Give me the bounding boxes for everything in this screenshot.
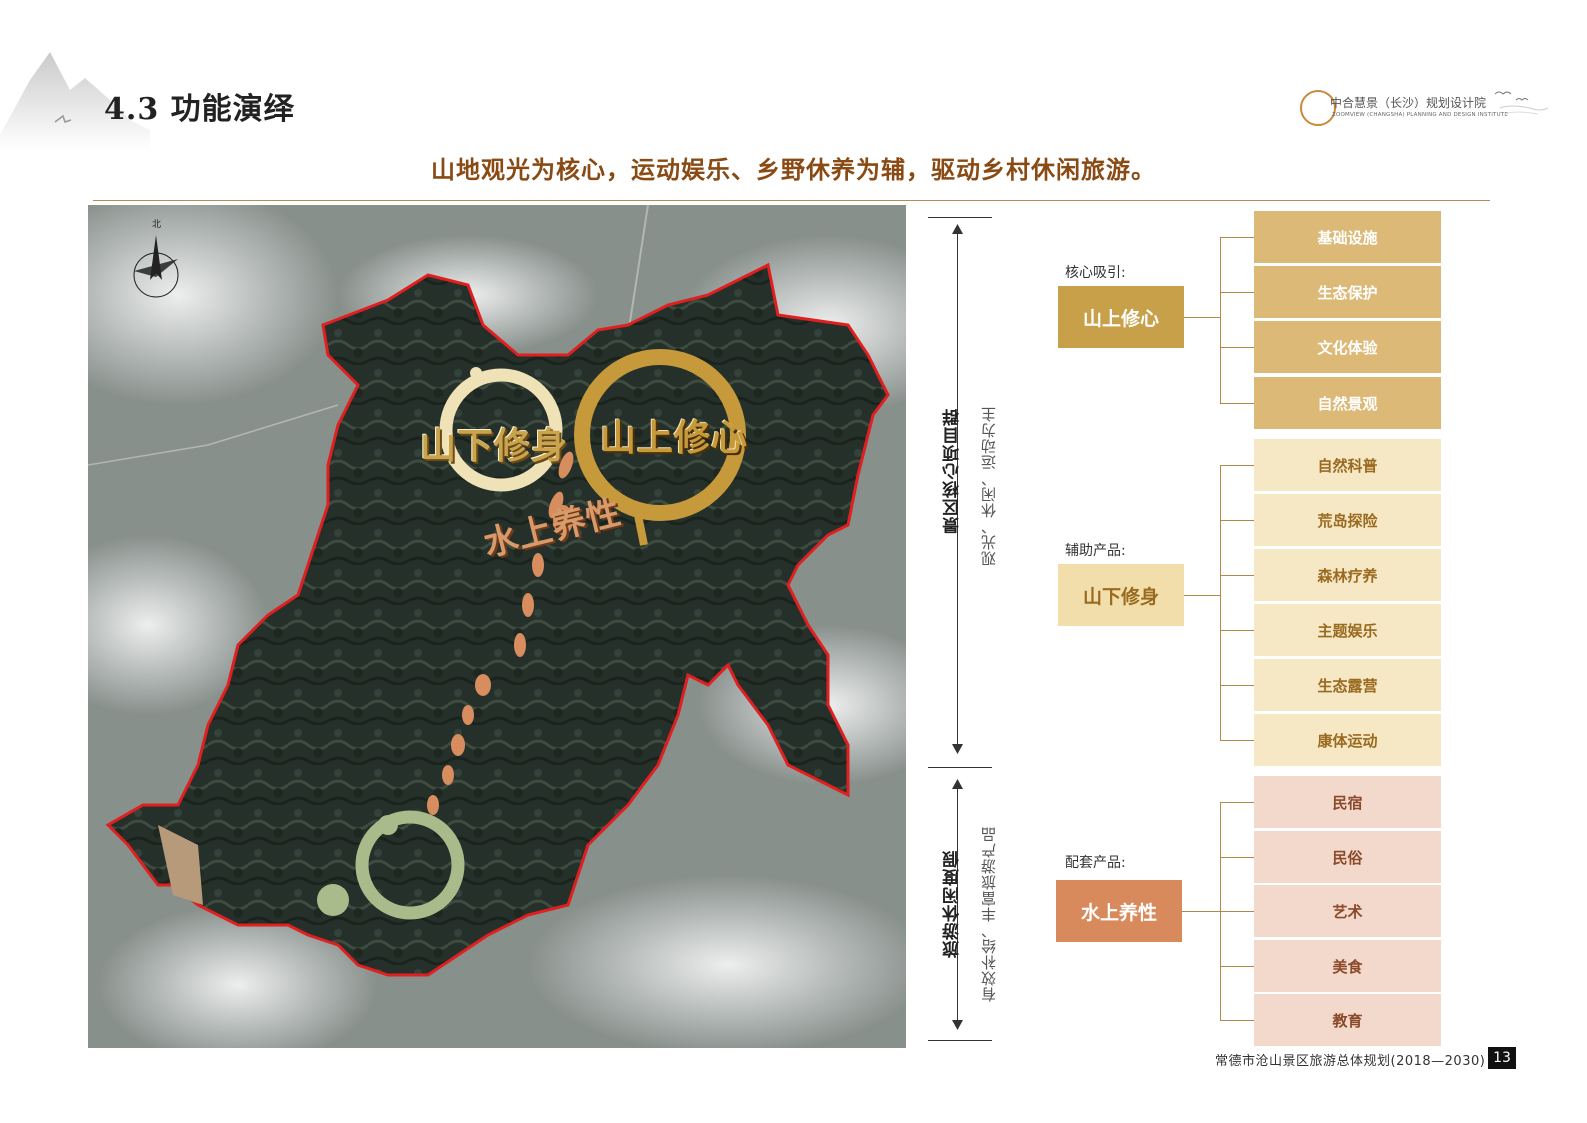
- arrow-down-icon: [952, 1020, 963, 1030]
- item-supporting: 艺术: [1254, 885, 1441, 937]
- scenic-area-boundary: [105, 262, 890, 977]
- category-box-aux: 山下修身: [1058, 564, 1184, 626]
- connector: [1220, 575, 1254, 576]
- satellite-map: 北: [88, 205, 906, 1048]
- item-aux: 生态露营: [1254, 659, 1441, 711]
- classification-axis: 景区核心项目群 观光、休闲、运动为主 旅游休闲度假 有效补给、丰富旅游产品: [928, 210, 1018, 1050]
- connector: [1220, 802, 1254, 803]
- xiashen-circle: [439, 367, 563, 492]
- group-label-core: 核心吸引:: [1065, 265, 1126, 281]
- shangxin-circle: [574, 349, 746, 546]
- arrow-down-icon: [952, 744, 963, 754]
- logo-name: 中合慧景（长沙）规划设计院: [1330, 96, 1487, 110]
- item-aux: 荒岛探险: [1254, 494, 1441, 546]
- birds-decoration: [1494, 91, 1549, 115]
- connector: [1220, 740, 1254, 741]
- item-core: 生态保护: [1254, 266, 1441, 318]
- item-supporting: 民宿: [1254, 776, 1441, 828]
- axis-lower-sub: 有效补给、丰富旅游产品: [980, 826, 998, 1002]
- connector: [1220, 685, 1254, 686]
- connector: [1220, 966, 1254, 967]
- water-trail: [427, 451, 574, 815]
- item-aux: 自然科普: [1254, 439, 1441, 491]
- group-label-aux: 辅助产品:: [1065, 543, 1126, 559]
- axis-upper-sub: 观光、休闲、运动为主: [980, 406, 998, 566]
- axis-lower-main: 旅游休闲度假: [943, 850, 963, 958]
- lower-arrow-line: [957, 785, 958, 1025]
- connector: [1220, 1020, 1254, 1021]
- divider-line: [93, 200, 1490, 201]
- axis-upper-main: 景区核心项目群: [943, 408, 963, 534]
- item-supporting: 教育: [1254, 994, 1441, 1046]
- arrow-up-icon: [952, 779, 963, 789]
- middle-rule: [928, 767, 992, 768]
- category-box-core: 山上修心: [1058, 286, 1184, 348]
- arrow-up-icon: [952, 224, 963, 234]
- connector: [1220, 237, 1221, 403]
- connector: [1220, 465, 1221, 741]
- item-aux: 主题娱乐: [1254, 604, 1441, 656]
- connector: [1184, 595, 1220, 596]
- map-label-shangxin: 山上修心: [600, 418, 749, 459]
- item-core: 自然景观: [1254, 377, 1441, 429]
- company-logo: 中合慧景（长沙）规划设计院 ZOOMVIEW (CHANGSHA) PLANNI…: [1300, 90, 1560, 130]
- item-aux: 康体运动: [1254, 714, 1441, 766]
- item-supporting: 美食: [1254, 940, 1441, 992]
- item-core: 基础设施: [1254, 211, 1441, 263]
- connector: [1220, 347, 1254, 348]
- group-label-supporting: 配套产品:: [1065, 855, 1126, 871]
- connector: [1220, 403, 1254, 404]
- connector: [1220, 237, 1254, 238]
- connector: [1220, 911, 1254, 912]
- item-core: 文化体验: [1254, 321, 1441, 373]
- logo-english: ZOOMVIEW (CHANGSHA) PLANNING AND DESIGN …: [1332, 112, 1509, 118]
- page-subtitle: 山地观光为核心，运动娱乐、乡野休养为辅，驱动乡村休闲旅游。: [431, 156, 1156, 184]
- connector: [1220, 630, 1254, 631]
- top-rule: [928, 217, 992, 218]
- map-label-xiashen: 山下修身: [420, 426, 569, 467]
- upper-arrow-line: [957, 230, 958, 750]
- map-graphic: 北: [88, 205, 906, 1048]
- green-circle: [317, 810, 465, 920]
- bottom-rule: [928, 1040, 992, 1041]
- connector: [1184, 317, 1220, 318]
- connector: [1220, 520, 1254, 521]
- connector: [1220, 292, 1254, 293]
- map-label-shui: 水上养性: [480, 492, 626, 565]
- section-title: 4.3 功能演绎: [104, 92, 295, 127]
- north-compass-icon: 北: [133, 219, 179, 298]
- mountain-decoration: [0, 52, 150, 150]
- page-number: 13: [1488, 1047, 1516, 1069]
- connector: [1220, 465, 1254, 466]
- document-title: 常德市沧山景区旅游总体规划(2018—2030): [1215, 1054, 1486, 1069]
- item-aux: 森林疗养: [1254, 549, 1441, 601]
- compass-label: 北: [152, 219, 161, 230]
- connector: [1182, 911, 1220, 912]
- category-box-supporting: 水上养性: [1056, 880, 1182, 942]
- connector: [1220, 857, 1254, 858]
- item-supporting: 民俗: [1254, 831, 1441, 883]
- logo-icon: [1300, 90, 1336, 126]
